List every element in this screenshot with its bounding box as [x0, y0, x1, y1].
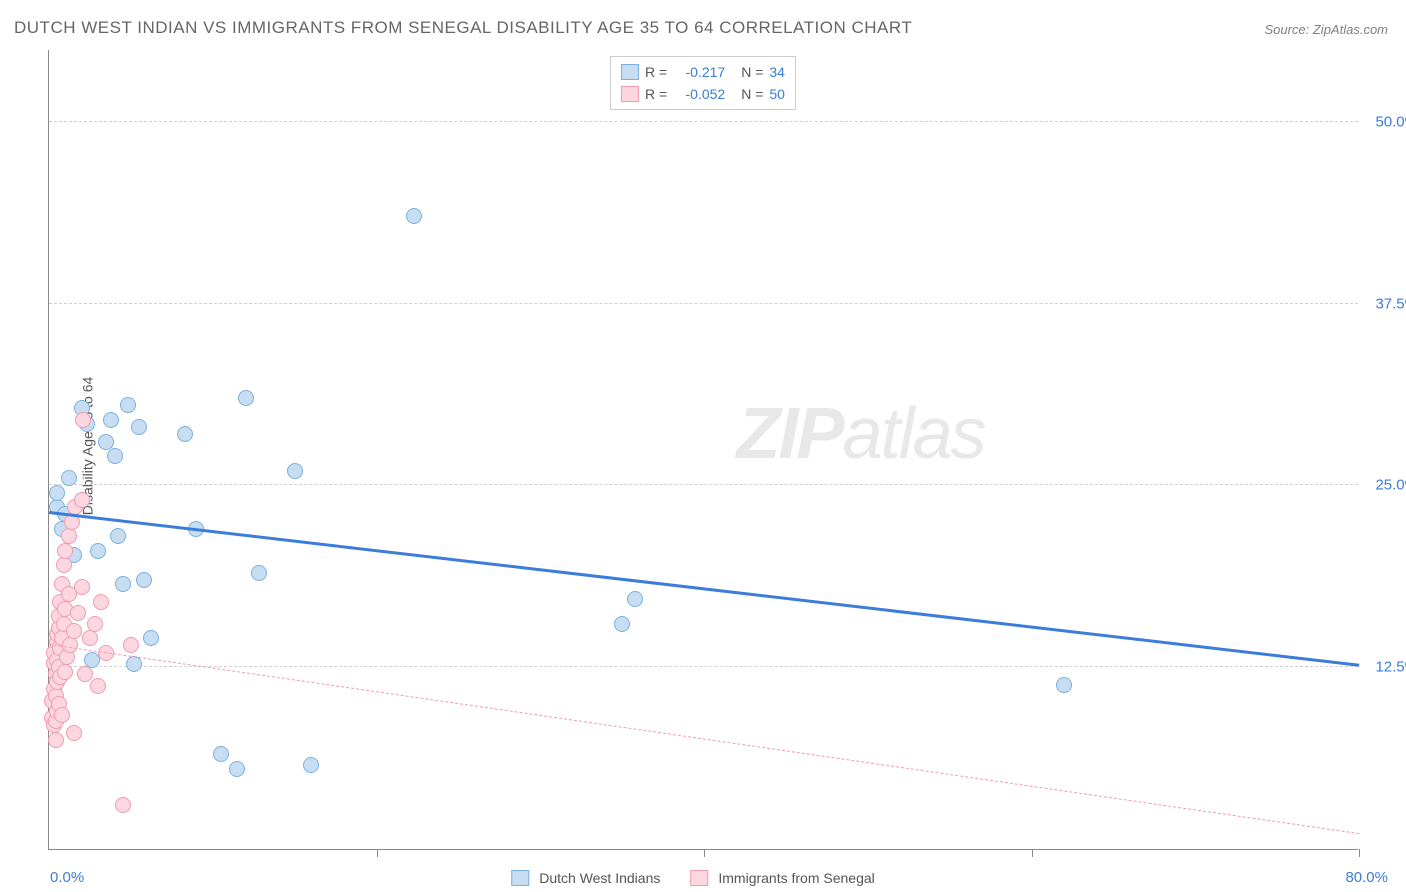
scatter-point	[48, 732, 64, 748]
scatter-point	[287, 463, 303, 479]
trend-line	[49, 644, 1359, 834]
scatter-point	[131, 419, 147, 435]
scatter-point	[614, 616, 630, 632]
scatter-point	[107, 448, 123, 464]
scatter-point	[90, 543, 106, 559]
legend-row: R = -0.217 N = 34	[621, 61, 785, 83]
scatter-point	[115, 576, 131, 592]
scatter-point	[143, 630, 159, 646]
x-right-label: 80.0%	[1345, 869, 1388, 886]
scatter-point	[177, 426, 193, 442]
x-tick	[377, 849, 378, 857]
scatter-point	[406, 208, 422, 224]
gridline-h	[49, 121, 1358, 122]
scatter-point	[120, 397, 136, 413]
legend-n-label: N =	[741, 83, 763, 105]
scatter-point	[115, 797, 131, 813]
y-tick-label: 37.5%	[1375, 295, 1406, 312]
scatter-point	[238, 390, 254, 406]
scatter-point	[251, 565, 267, 581]
scatter-point	[74, 492, 90, 508]
legend-swatch	[621, 64, 639, 80]
scatter-point	[61, 470, 77, 486]
legend-n-label: N =	[741, 61, 763, 83]
legend-swatch	[690, 870, 708, 886]
legend-series-label: Dutch West Indians	[539, 870, 660, 886]
scatter-point	[110, 528, 126, 544]
y-tick-label: 50.0%	[1375, 113, 1406, 130]
legend-correlation: R = -0.217 N = 34 R = -0.052 N = 50	[610, 56, 796, 110]
legend-r-label: R =	[645, 61, 667, 83]
scatter-point	[57, 543, 73, 559]
scatter-point	[54, 707, 70, 723]
scatter-point	[136, 572, 152, 588]
scatter-point	[213, 746, 229, 762]
watermark: ZIPatlas	[737, 393, 985, 475]
legend-series: Dutch West Indians Immigrants from Senega…	[511, 870, 895, 886]
scatter-point	[93, 594, 109, 610]
scatter-point	[229, 761, 245, 777]
scatter-point	[49, 485, 65, 501]
scatter-point	[75, 412, 91, 428]
gridline-h	[49, 484, 1358, 485]
scatter-point	[84, 652, 100, 668]
chart-title: DUTCH WEST INDIAN VS IMMIGRANTS FROM SEN…	[14, 18, 912, 38]
scatter-point	[1056, 677, 1072, 693]
legend-series-label: Immigrants from Senegal	[718, 870, 874, 886]
scatter-point	[123, 637, 139, 653]
scatter-point	[90, 678, 106, 694]
gridline-h	[49, 303, 1358, 304]
legend-swatch	[511, 870, 529, 886]
legend-n-value: 50	[769, 83, 785, 105]
scatter-point	[70, 605, 86, 621]
scatter-point	[57, 664, 73, 680]
legend-r-label: R =	[645, 83, 667, 105]
gridline-h	[49, 666, 1358, 667]
scatter-point	[126, 656, 142, 672]
x-tick	[1359, 849, 1360, 857]
scatter-point	[74, 579, 90, 595]
scatter-point	[66, 623, 82, 639]
x-left-label: 0.0%	[50, 869, 84, 886]
chart-container: DUTCH WEST INDIAN VS IMMIGRANTS FROM SEN…	[0, 0, 1406, 892]
legend-r-value: -0.052	[673, 83, 725, 105]
scatter-point	[103, 412, 119, 428]
legend-n-value: 34	[769, 61, 785, 83]
legend-r-value: -0.217	[673, 61, 725, 83]
scatter-point	[98, 434, 114, 450]
legend-swatch	[621, 86, 639, 102]
scatter-point	[77, 666, 93, 682]
source-label: Source: ZipAtlas.com	[1264, 22, 1388, 37]
scatter-point	[56, 557, 72, 573]
x-tick	[704, 849, 705, 857]
trend-line	[49, 511, 1359, 667]
scatter-point	[87, 616, 103, 632]
scatter-point	[303, 757, 319, 773]
y-tick-label: 25.0%	[1375, 477, 1406, 494]
scatter-point	[66, 725, 82, 741]
scatter-point	[82, 630, 98, 646]
scatter-point	[61, 528, 77, 544]
plot-area: ZIPatlas 12.5%25.0%37.5%50.0%	[48, 50, 1358, 850]
y-tick-label: 12.5%	[1375, 659, 1406, 676]
x-tick	[1032, 849, 1033, 857]
scatter-point	[627, 591, 643, 607]
legend-row: R = -0.052 N = 50	[621, 83, 785, 105]
